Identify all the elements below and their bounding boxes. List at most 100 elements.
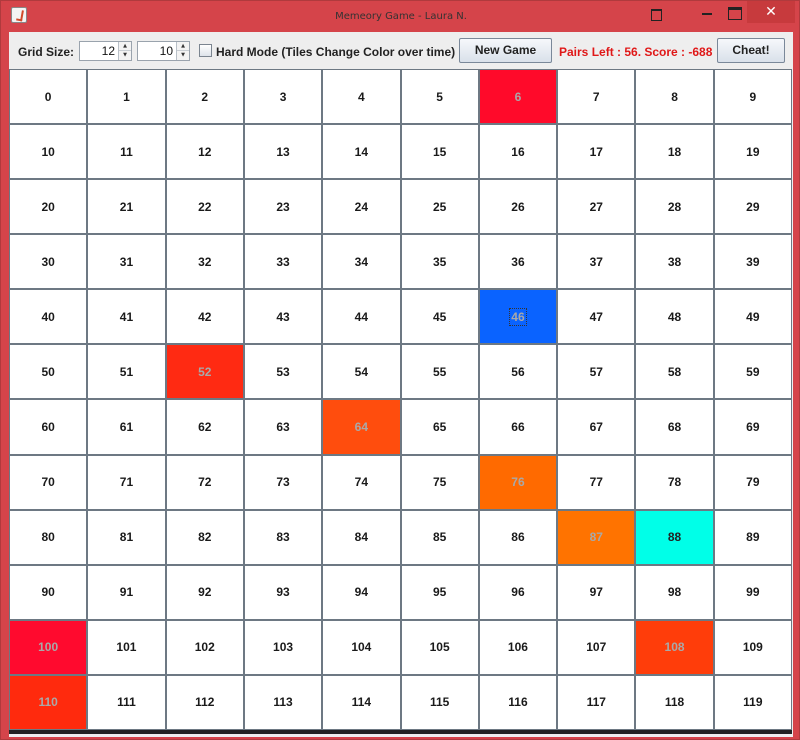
tile-64[interactable]: 64 [323,400,400,454]
tile-0[interactable]: 0 [10,70,87,124]
tile-17[interactable]: 17 [558,125,635,179]
tile-71[interactable]: 71 [88,455,165,509]
tile-113[interactable]: 113 [244,675,322,729]
tile-12[interactable]: 12 [166,125,243,179]
tile-73[interactable]: 73 [244,455,322,509]
tile-77[interactable]: 77 [558,455,635,509]
cols-up-arrow-icon[interactable]: ▲ [177,42,189,51]
cols-spinner[interactable]: 10 ▲ ▼ [137,41,190,61]
cols-value[interactable]: 10 [159,44,173,58]
tile-48[interactable]: 48 [636,290,713,344]
tile-27[interactable]: 27 [558,180,635,234]
tile-65[interactable]: 65 [401,400,478,454]
tile-72[interactable]: 72 [166,455,243,509]
tile-37[interactable]: 37 [558,235,635,289]
tile-10[interactable]: 10 [10,125,87,179]
tile-105[interactable]: 105 [401,620,478,674]
tile-89[interactable]: 89 [714,510,791,564]
tile-6[interactable]: 6 [479,70,557,124]
rows-down-arrow-icon[interactable]: ▼ [123,52,127,58]
tile-23[interactable]: 23 [244,180,322,234]
cols-down-arrow-icon[interactable]: ▼ [181,52,185,58]
tile-30[interactable]: 30 [10,235,87,289]
tile-110[interactable]: 110 [10,675,87,729]
tile-115[interactable]: 115 [401,675,478,729]
tile-78[interactable]: 78 [636,455,713,509]
tile-119[interactable]: 119 [714,675,791,729]
tile-84[interactable]: 84 [323,510,400,564]
tile-112[interactable]: 112 [166,675,243,729]
tile-49[interactable]: 49 [714,290,791,344]
tile-32[interactable]: 32 [166,235,243,289]
tile-96[interactable]: 96 [479,565,557,619]
restore-icon[interactable] [641,1,669,23]
tile-26[interactable]: 26 [479,180,557,234]
tile-8[interactable]: 8 [636,70,713,124]
tile-45[interactable]: 45 [401,290,478,344]
tile-81[interactable]: 81 [88,510,165,564]
tile-74[interactable]: 74 [323,455,400,509]
tile-2[interactable]: 2 [166,70,243,124]
tile-61[interactable]: 61 [88,400,165,454]
tile-87[interactable]: 87 [558,510,635,564]
hard-mode-checkbox[interactable] [199,44,212,57]
tile-40[interactable]: 40 [10,290,87,344]
tile-63[interactable]: 63 [244,400,322,454]
tile-34[interactable]: 34 [323,235,400,289]
tile-68[interactable]: 68 [636,400,713,454]
tile-86[interactable]: 86 [479,510,557,564]
tile-20[interactable]: 20 [10,180,87,234]
tile-82[interactable]: 82 [166,510,243,564]
tile-118[interactable]: 118 [636,675,713,729]
tile-7[interactable]: 7 [558,70,635,124]
tile-31[interactable]: 31 [88,235,165,289]
tile-16[interactable]: 16 [479,125,557,179]
tile-59[interactable]: 59 [714,345,791,399]
tile-93[interactable]: 93 [244,565,322,619]
tile-57[interactable]: 57 [558,345,635,399]
tile-95[interactable]: 95 [401,565,478,619]
close-button[interactable]: ✕ [747,1,795,23]
tile-1[interactable]: 1 [88,70,165,124]
cheat-button[interactable]: Cheat! [717,38,785,63]
rows-up-arrow-icon[interactable]: ▲ [119,42,131,51]
tile-91[interactable]: 91 [88,565,165,619]
tile-102[interactable]: 102 [166,620,243,674]
tile-14[interactable]: 14 [323,125,400,179]
tile-60[interactable]: 60 [10,400,87,454]
tile-46[interactable]: 46 [479,290,557,344]
tile-42[interactable]: 42 [166,290,243,344]
tile-19[interactable]: 19 [714,125,791,179]
tile-107[interactable]: 107 [558,620,635,674]
tile-35[interactable]: 35 [401,235,478,289]
tile-53[interactable]: 53 [244,345,322,399]
tile-29[interactable]: 29 [714,180,791,234]
maximize-button[interactable] [721,1,747,23]
tile-109[interactable]: 109 [714,620,791,674]
tile-4[interactable]: 4 [323,70,400,124]
tile-69[interactable]: 69 [714,400,791,454]
tile-97[interactable]: 97 [558,565,635,619]
tile-100[interactable]: 100 [10,620,87,674]
tile-13[interactable]: 13 [244,125,322,179]
tile-101[interactable]: 101 [88,620,165,674]
tile-24[interactable]: 24 [323,180,400,234]
tile-41[interactable]: 41 [88,290,165,344]
tile-33[interactable]: 33 [244,235,322,289]
tile-83[interactable]: 83 [244,510,322,564]
tile-15[interactable]: 15 [401,125,478,179]
tile-43[interactable]: 43 [244,290,322,344]
tile-58[interactable]: 58 [636,345,713,399]
tile-9[interactable]: 9 [714,70,791,124]
new-game-button[interactable]: New Game [459,38,552,63]
tile-51[interactable]: 51 [88,345,165,399]
tile-67[interactable]: 67 [558,400,635,454]
tile-11[interactable]: 11 [88,125,165,179]
tile-108[interactable]: 108 [636,620,713,674]
tile-56[interactable]: 56 [479,345,557,399]
tile-103[interactable]: 103 [244,620,322,674]
tile-18[interactable]: 18 [636,125,713,179]
tile-52[interactable]: 52 [166,345,243,399]
hard-mode-label[interactable]: Hard Mode (Tiles Change Color over time) [216,45,456,59]
rows-spinner[interactable]: 12 ▲ ▼ [79,41,132,61]
